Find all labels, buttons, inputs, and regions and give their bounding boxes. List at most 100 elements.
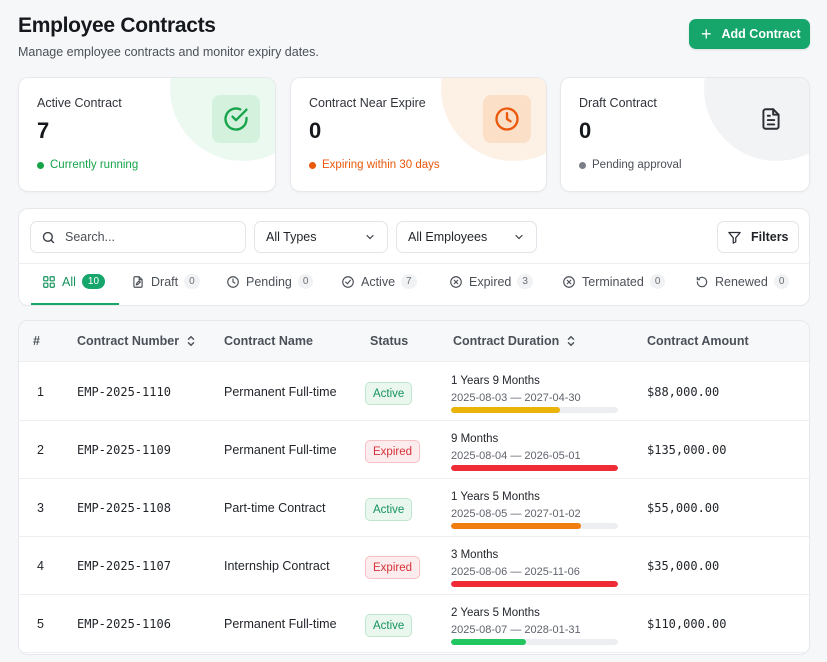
- card-label: Contract Near Expire: [309, 96, 426, 110]
- contract-number[interactable]: EMP-2025-1109: [77, 443, 171, 457]
- duration-progress-bar: [451, 523, 618, 529]
- duration-progress-fill: [451, 523, 582, 529]
- card-note: Expiring within 30 days: [309, 159, 440, 171]
- tab-count: 0: [773, 274, 790, 289]
- tab-label: Active: [361, 274, 396, 289]
- chevron-down-icon: [366, 234, 374, 240]
- tab-label: Renewed: [715, 274, 768, 289]
- add-contract-button[interactable]: + Add Contract: [689, 19, 810, 49]
- x-circle-icon: [563, 275, 575, 288]
- table-row[interactable]: 2 EMP-2025-1109 Permanent Full-time Expired…: [19, 421, 809, 479]
- card-value: 7: [37, 118, 50, 143]
- tab-label: Terminated: [582, 274, 644, 289]
- refresh-icon: [696, 276, 708, 287]
- row-index: 4: [37, 559, 44, 573]
- tab-label: All: [62, 274, 76, 289]
- duration-progress-bar: [451, 639, 618, 645]
- contract-name: Part-time Contract: [224, 501, 326, 515]
- column-contract-duration[interactable]: Contract Duration: [453, 334, 576, 348]
- tab-count: 0: [184, 274, 200, 289]
- table-row[interactable]: 4 EMP-2025-1107 Internship Contract Expired…: [19, 537, 809, 595]
- card-note-text: Expiring within 30 days: [322, 159, 440, 171]
- status-dot: [579, 161, 586, 169]
- tab-all[interactable]: All 10: [42, 274, 106, 289]
- employees-select[interactable]: All Employees: [396, 221, 537, 253]
- sort-icon[interactable]: [566, 335, 576, 347]
- column-contract-amount: Contract Amount: [647, 334, 749, 348]
- page-title: Employee Contracts: [18, 14, 216, 37]
- tab-count: 0: [649, 274, 666, 289]
- tab-active[interactable]: Active 7: [341, 274, 417, 289]
- column-status: Status: [370, 334, 409, 348]
- tab-pending[interactable]: Pending 0: [226, 274, 314, 289]
- sort-icon[interactable]: [186, 335, 196, 347]
- contract-number[interactable]: EMP-2025-1106: [77, 617, 171, 631]
- contracts-table: # Contract Number Contract Name Status C…: [18, 320, 810, 655]
- page-header: Employee Contracts Manage employee contr…: [18, 14, 319, 59]
- contract-amount: $110,000.00: [647, 617, 727, 631]
- check-circle-icon: [342, 275, 354, 288]
- duration-progress-fill: [451, 581, 618, 587]
- tab-count: 7: [401, 274, 417, 289]
- status-badge: Active: [365, 382, 413, 405]
- row-index: 5: [37, 617, 44, 631]
- tab-draft[interactable]: Draft 0: [131, 274, 200, 289]
- duration-dates: 2025-08-06 — 2025-11-06: [451, 566, 580, 578]
- contract-name: Internship Contract: [224, 559, 330, 573]
- tab-expired[interactable]: Expired 3: [449, 274, 533, 289]
- table-row[interactable]: 5 EMP-2025-1106 Permanent Full-time Active 2…: [19, 595, 809, 653]
- tab-count: 10: [81, 274, 106, 289]
- employees-select-value: All Employees: [408, 230, 488, 244]
- near-expire-card: Contract Near Expire 0 Expiring within 3…: [290, 77, 547, 192]
- status-dot: [309, 161, 316, 169]
- column-contract-number[interactable]: Contract Number: [77, 334, 196, 348]
- status-dot: [37, 161, 44, 169]
- search-box[interactable]: [30, 221, 246, 253]
- types-select[interactable]: All Types: [254, 221, 388, 253]
- card-note-text: Currently running: [50, 159, 139, 171]
- x-circle-icon: [450, 275, 462, 288]
- search-input[interactable]: [65, 230, 235, 244]
- status-badge: Expired: [365, 556, 420, 579]
- draft-file-icon: [133, 275, 143, 288]
- duration-progress-bar: [451, 581, 618, 587]
- contract-name: Permanent Full-time: [224, 443, 337, 457]
- contract-number[interactable]: EMP-2025-1108: [77, 501, 171, 515]
- grid-icon: [43, 275, 55, 288]
- types-select-value: All Types: [266, 230, 317, 244]
- table-row[interactable]: 3 EMP-2025-1108 Part-time Contract Active 1 …: [19, 479, 809, 537]
- tab-renewed[interactable]: Renewed 0: [695, 274, 790, 289]
- filters-button[interactable]: Filters: [717, 221, 799, 253]
- add-contract-label: Add Contract: [721, 27, 801, 41]
- card-label: Active Contract: [37, 96, 122, 110]
- active-contract-card: Active Contract 7 Currently running: [18, 77, 276, 192]
- status-badge: Active: [365, 614, 413, 637]
- contract-number[interactable]: EMP-2025-1107: [77, 559, 171, 573]
- contract-amount: $35,000.00: [647, 559, 720, 573]
- tab-label: Pending: [246, 274, 292, 289]
- status-badge: Expired: [365, 440, 420, 463]
- row-index: 3: [37, 501, 44, 515]
- draft-contract-card: Draft Contract 0 Pending approval: [560, 77, 810, 192]
- table-row[interactable]: 1 EMP-2025-1110 Permanent Full-time Active 1…: [19, 363, 809, 421]
- column-index: #: [33, 334, 40, 348]
- duration-dates: 2025-08-05 — 2027-01-02: [451, 508, 581, 520]
- contract-amount: $55,000.00: [647, 501, 720, 515]
- active-tab-indicator: [31, 303, 119, 305]
- duration-progress-bar: [451, 407, 618, 413]
- filter-panel: All Types All Employees Filters All 10 D…: [18, 208, 810, 306]
- tab-count: 3: [517, 274, 533, 289]
- contract-number[interactable]: EMP-2025-1110: [77, 385, 171, 399]
- tab-terminated[interactable]: Terminated 0: [562, 274, 666, 289]
- card-note-text: Pending approval: [592, 159, 682, 171]
- duration-progress-fill: [451, 407, 560, 413]
- tab-count: 0: [297, 274, 314, 289]
- page-subtitle: Manage employee contracts and monitor ex…: [18, 45, 319, 59]
- tab-label: Draft: [151, 274, 179, 289]
- status-badge: Active: [365, 498, 413, 521]
- card-value: 0: [309, 118, 322, 143]
- duration-text: 2 Years 5 Months: [451, 607, 540, 619]
- clock-icon: [483, 95, 531, 143]
- column-contract-name: Contract Name: [224, 334, 313, 348]
- plus-icon: +: [701, 23, 712, 44]
